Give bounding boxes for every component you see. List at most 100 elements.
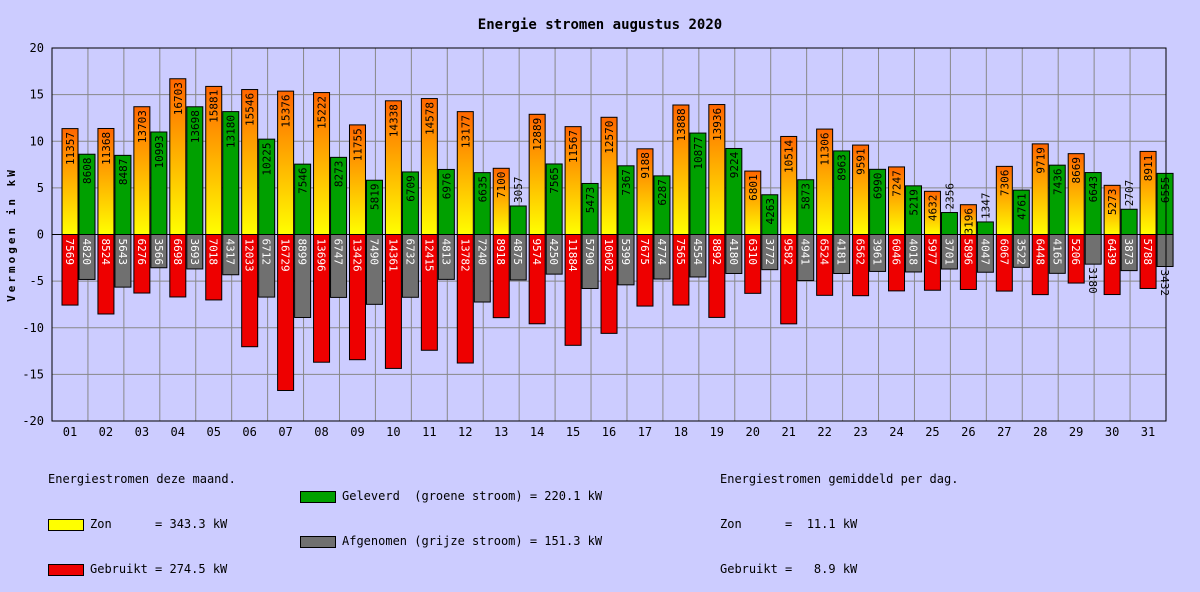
x-tick-label: 12 xyxy=(458,425,472,439)
gebruikt-value-label: 6439 xyxy=(1105,239,1118,266)
x-tick-label: 05 xyxy=(206,425,220,439)
afgenomen-bar xyxy=(833,234,851,274)
gebruikt-bar xyxy=(133,234,151,294)
afgenomen-bar xyxy=(976,234,994,273)
afgenomen-bar xyxy=(581,234,599,289)
gebruikt-bar xyxy=(313,234,331,363)
gebruikt-value-label: 13426 xyxy=(350,239,363,272)
afgenomen-value-label: 3566 xyxy=(152,239,165,266)
gebruikt-bar xyxy=(277,234,295,391)
afgenomen-value-label: 4813 xyxy=(439,239,452,266)
zon-value-label: 6801 xyxy=(747,174,760,201)
geleverd-value-label: 6709 xyxy=(404,175,417,202)
afgenomen-value-label: 8899 xyxy=(296,239,309,266)
gebruikt-value-label: 8524 xyxy=(99,239,112,266)
gebruikt-bar xyxy=(636,234,654,307)
afgenomen-bar xyxy=(725,234,743,274)
gebruikt-value-label: 14361 xyxy=(386,239,399,272)
zon-value-label: 7247 xyxy=(891,170,904,197)
afgenomen-bar xyxy=(1120,234,1138,272)
afgenomen-bar xyxy=(78,234,96,280)
geleverd-value-label: 6643 xyxy=(1087,176,1100,203)
x-tick-label: 01 xyxy=(63,425,77,439)
geleverd-bar xyxy=(509,205,527,235)
gebruikt-bar xyxy=(959,234,977,290)
afgenomen-value-label: 5643 xyxy=(116,239,129,266)
zon-value-label: 11306 xyxy=(819,132,832,165)
afgenomen-value-label: 6732 xyxy=(403,239,416,266)
afgenomen-value-label: 4180 xyxy=(727,239,740,266)
x-tick-label: 31 xyxy=(1141,425,1155,439)
legend-afgenomen: Afgenomen (grijze stroom) = 151.3 kW xyxy=(342,534,603,548)
x-tick-label: 03 xyxy=(135,425,149,439)
gebruikt-bar xyxy=(672,234,690,306)
zon-value-label: 15881 xyxy=(208,90,221,123)
afgenomen-value-label: 3432 xyxy=(1158,270,1171,297)
zon-value-label: 8669 xyxy=(1070,157,1083,184)
zon-value-label: 11567 xyxy=(567,130,580,163)
x-tick-label: 19 xyxy=(710,425,724,439)
afgenomen-bar xyxy=(653,234,671,280)
afgenomen-value-label: 3873 xyxy=(1122,239,1135,266)
afgenomen-bar xyxy=(617,234,635,286)
legend-average-heading: Energiestromen gemiddeld per dag. xyxy=(720,472,959,486)
zon-value-label: 16703 xyxy=(172,82,185,115)
x-tick-label: 25 xyxy=(925,425,939,439)
geleverd-value-label: 10877 xyxy=(692,136,705,169)
afgenomen-value-label: 4941 xyxy=(799,239,812,266)
gebruikt-value-label: 6524 xyxy=(818,239,831,266)
afgenomen-bar xyxy=(869,234,887,272)
gebruikt-swatch xyxy=(48,563,84,576)
y-tick-label: 5 xyxy=(37,181,44,195)
y-tick-label: -10 xyxy=(22,321,44,335)
x-tick-label: 11 xyxy=(422,425,436,439)
geleverd-value-label: 8963 xyxy=(836,154,849,181)
afgenomen-value-label: 3772 xyxy=(763,239,776,266)
zon-value-label: 15546 xyxy=(244,93,257,126)
geleverd-bar xyxy=(976,221,994,235)
geleverd-bar xyxy=(1120,208,1138,235)
zon-value-label: 11755 xyxy=(351,128,364,161)
geleverd-value-label: 6990 xyxy=(872,173,885,200)
geleverd-value-label: 5819 xyxy=(368,184,381,211)
geleverd-value-label: 7565 xyxy=(548,167,561,194)
zon-value-label: 12570 xyxy=(603,121,616,154)
zon-value-label: 4632 xyxy=(926,195,939,222)
afgenomen-bar xyxy=(761,234,779,271)
afgenomen-bar xyxy=(905,234,923,273)
afgenomen-bar xyxy=(1084,234,1102,265)
zon-value-label: 11357 xyxy=(64,132,77,165)
gebruikt-bar xyxy=(1139,234,1157,289)
y-axis-label: Vermogen in kW xyxy=(5,167,18,302)
zon-value-label: 11368 xyxy=(100,132,113,165)
geleverd-value-label: 8608 xyxy=(81,158,94,185)
gebruikt-value-label: 9574 xyxy=(530,239,543,266)
afgenomen-value-label: 6712 xyxy=(260,239,273,266)
zon-value-label: 8911 xyxy=(1142,155,1155,182)
zon-value-label: 7306 xyxy=(998,170,1011,197)
afgenomen-bar xyxy=(114,234,132,288)
gebruikt-value-label: 5206 xyxy=(1069,239,1082,266)
gebruikt-bar xyxy=(420,234,438,351)
afgenomen-bar xyxy=(258,234,276,298)
legend-avg-zon: Zon = 11.1 kW xyxy=(720,517,858,531)
x-tick-label: 09 xyxy=(350,425,364,439)
x-tick-label: 08 xyxy=(314,425,328,439)
afgenomen-value-label: 3693 xyxy=(188,239,201,266)
zon-value-label: 10514 xyxy=(783,139,796,172)
afgenomen-bar xyxy=(1012,234,1030,268)
legend-gebruikt: Gebruikt = 274.5 kW xyxy=(90,562,228,576)
geleverd-value-label: 6635 xyxy=(476,176,489,203)
afgenomen-value-label: 4820 xyxy=(80,239,93,266)
x-tick-label: 23 xyxy=(853,425,867,439)
gebruikt-bar xyxy=(1031,234,1049,296)
gebruikt-bar xyxy=(1103,234,1121,296)
zon-value-label: 13703 xyxy=(136,110,149,143)
gebruikt-value-label: 5788 xyxy=(1141,239,1154,266)
gebruikt-value-label: 12033 xyxy=(243,239,256,272)
afgenomen-value-label: 4774 xyxy=(655,239,668,266)
geleverd-value-label: 9224 xyxy=(728,151,741,178)
afgenomen-bar xyxy=(509,234,527,281)
x-tick-label: 30 xyxy=(1105,425,1119,439)
x-tick-label: 04 xyxy=(171,425,185,439)
